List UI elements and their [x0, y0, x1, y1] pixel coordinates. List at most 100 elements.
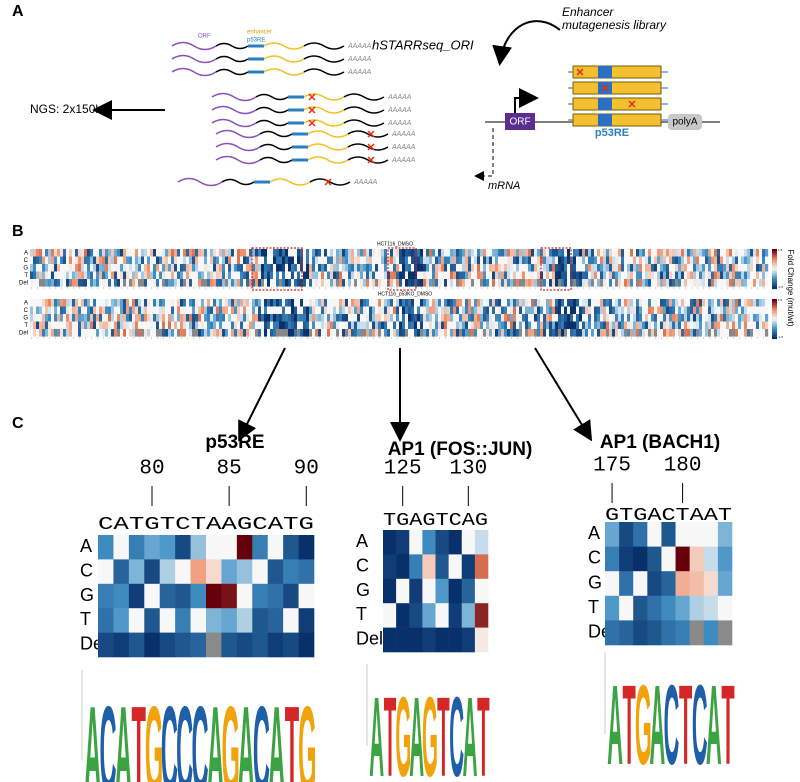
overview-cell	[189, 249, 193, 257]
motif-title: p53RE	[205, 432, 264, 453]
overview-cell	[363, 249, 367, 257]
overview-cell	[441, 256, 445, 265]
overview-cell	[699, 256, 703, 265]
overview-cell	[375, 264, 379, 272]
overview-cell	[507, 249, 511, 257]
overview-cell	[147, 314, 151, 322]
overview-cell	[486, 279, 490, 287]
overview-cell	[714, 264, 718, 272]
overview-cell	[126, 279, 130, 287]
overview-cell	[750, 321, 754, 330]
overview-cell	[465, 264, 469, 272]
overview-cell	[411, 306, 415, 315]
logo-letter: C	[191, 680, 208, 782]
colorbar-cell	[772, 253, 777, 256]
overview-cell	[423, 306, 427, 315]
overview-cell	[342, 299, 346, 307]
overview-cell	[327, 321, 331, 330]
overview-cell	[156, 329, 160, 337]
overview-cell	[69, 299, 73, 307]
overview-cell	[387, 299, 391, 307]
heatmap-cell	[396, 603, 410, 628]
overview-cell	[471, 329, 475, 337]
heatmap-cell	[283, 608, 299, 633]
overview-cell	[381, 249, 385, 257]
overview-cell	[81, 279, 85, 287]
overview-cell	[381, 299, 385, 307]
overview-cell	[201, 299, 205, 307]
overview-cell	[255, 279, 259, 287]
overview-cell	[294, 249, 298, 257]
overview-cell	[684, 279, 688, 287]
overview-cell	[195, 314, 199, 322]
overview-cell	[702, 321, 706, 330]
overview-cell	[711, 314, 715, 322]
overview-cell	[717, 321, 721, 330]
row-label: G	[588, 572, 602, 592]
overview-cell	[708, 299, 712, 307]
overview-cell	[492, 264, 496, 272]
heatmap-cell	[689, 595, 705, 621]
overview-cell	[753, 249, 757, 257]
overview-cell	[384, 306, 388, 315]
overview-cell	[639, 249, 643, 257]
overview-cell	[519, 256, 523, 265]
overview-cell	[603, 299, 607, 307]
overview-cell	[339, 314, 343, 322]
overview-cell	[402, 271, 406, 280]
row-label: A	[80, 536, 92, 556]
overview-cell	[351, 299, 355, 307]
overview-cell	[540, 306, 544, 315]
overview-cell	[231, 306, 235, 315]
overview-cell	[246, 271, 250, 280]
overview-cell	[117, 329, 121, 337]
overview-cell	[744, 299, 748, 307]
overview-cell	[621, 329, 625, 337]
overview-cell	[456, 299, 460, 307]
overview-cell	[171, 321, 175, 330]
overview-cell	[690, 329, 694, 337]
heatmap-cell	[298, 608, 315, 633]
overview-cell	[291, 306, 295, 315]
overview-cell	[765, 249, 769, 257]
heatmap-cell	[619, 522, 634, 547]
overview-cell	[363, 329, 367, 337]
spacer	[259, 156, 293, 164]
overview-cell	[294, 306, 298, 315]
overview-cell	[447, 279, 451, 287]
overview-cell	[396, 329, 400, 337]
overview-cell	[114, 321, 118, 330]
overview-cell	[600, 279, 604, 287]
overview-cell	[540, 256, 544, 265]
overview-cell	[639, 264, 643, 272]
overview-cell	[99, 306, 103, 315]
overview-cell	[489, 256, 493, 265]
overview-cell	[207, 321, 211, 330]
overview-cell	[393, 329, 397, 337]
overview-cell	[450, 306, 454, 315]
overview-cell	[420, 314, 424, 322]
overview-cell	[177, 314, 181, 322]
overview-cell	[60, 249, 64, 257]
heatmap-cell	[175, 608, 191, 633]
overview-cell	[441, 306, 445, 315]
overview-cell	[219, 256, 223, 265]
overview-cell	[567, 299, 571, 307]
colorbar-cell	[772, 317, 777, 320]
overview-cell	[609, 279, 613, 287]
overview-cell	[591, 279, 595, 287]
overview-cell	[573, 271, 577, 280]
overview-cell	[531, 264, 535, 272]
overview-cell	[702, 256, 706, 265]
overview-cell	[732, 264, 736, 272]
overview-cell	[591, 314, 595, 322]
overview-cell	[45, 271, 49, 280]
overview-cell	[399, 314, 403, 322]
overview-cell	[498, 256, 502, 265]
overview-cell	[609, 271, 613, 280]
overview-cell	[408, 314, 412, 322]
overview-cell	[210, 271, 214, 280]
overview-cell	[321, 299, 325, 307]
heatmap-cell	[252, 535, 269, 560]
overview-cell	[279, 321, 283, 330]
